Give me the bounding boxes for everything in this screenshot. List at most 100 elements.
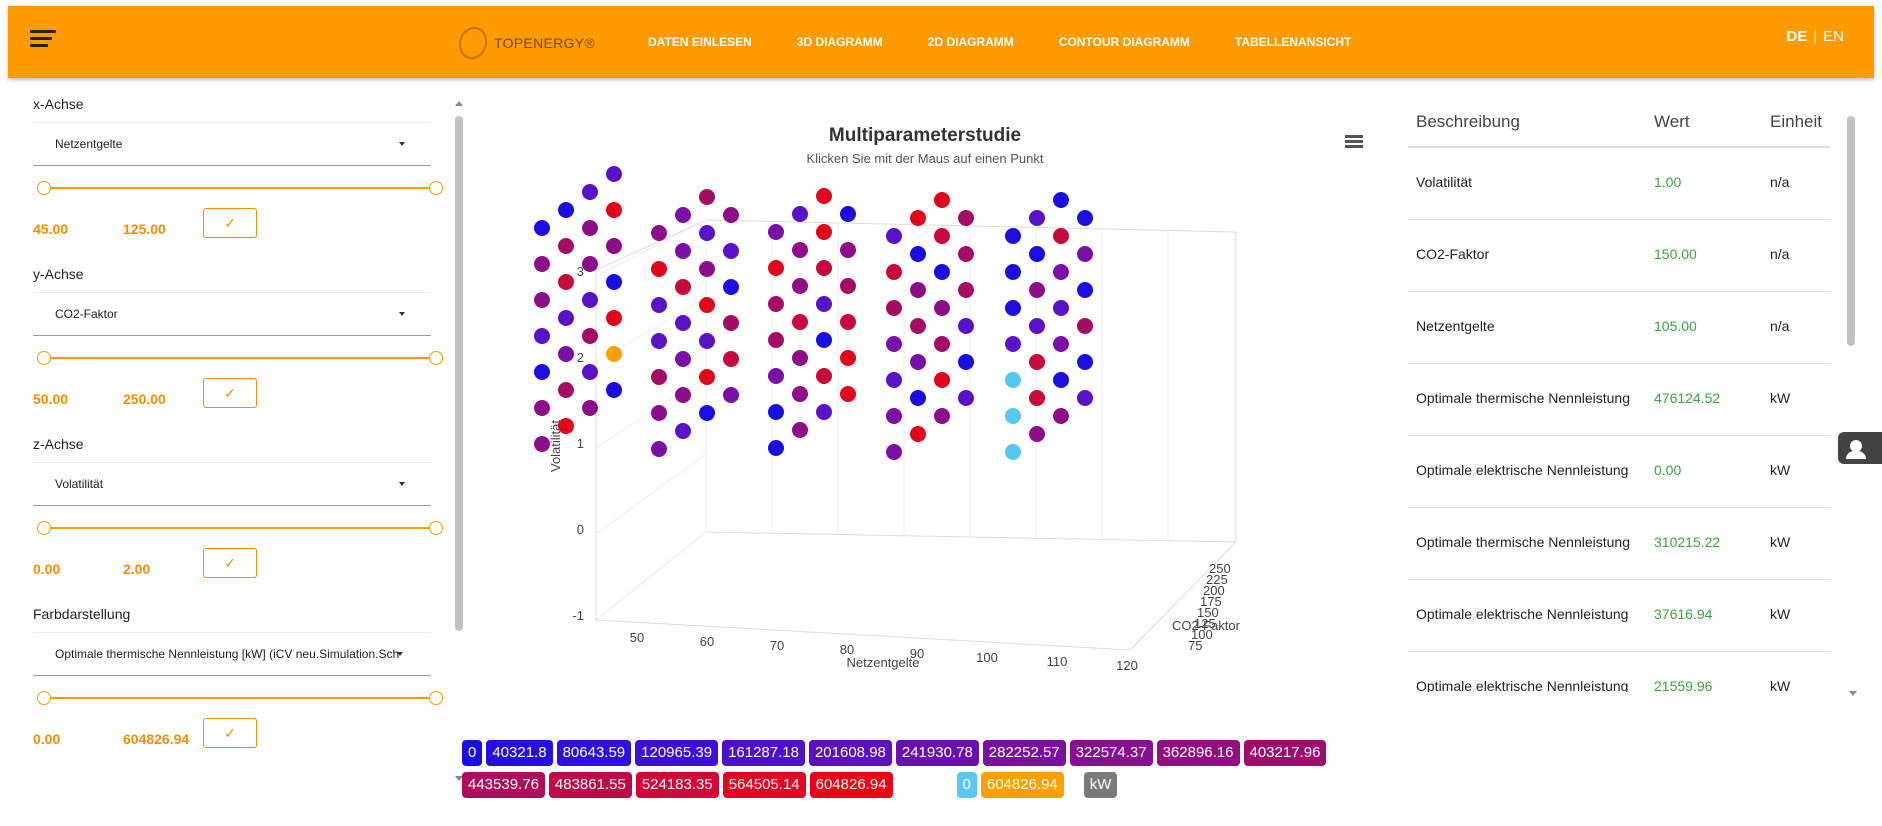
- y-axis-range-slider[interactable]: [37, 351, 443, 365]
- data-point[interactable]: [886, 372, 902, 388]
- data-point[interactable]: [699, 405, 715, 421]
- legend-unit-chip[interactable]: kW: [1083, 772, 1118, 798]
- data-point[interactable]: [886, 444, 902, 460]
- data-point[interactable]: [606, 202, 622, 218]
- data-point[interactable]: [840, 206, 856, 222]
- nav-2d-diagramm[interactable]: 2D DIAGRAMM: [927, 35, 1014, 49]
- data-point[interactable]: [792, 350, 808, 366]
- data-point[interactable]: [651, 225, 667, 241]
- nav-tabellenansicht[interactable]: TABELLENANSICHT: [1234, 35, 1352, 49]
- data-point[interactable]: [651, 441, 667, 457]
- data-point[interactable]: [792, 314, 808, 330]
- data-point[interactable]: [768, 440, 784, 456]
- legend-chip[interactable]: 80643.59: [556, 740, 632, 766]
- data-point[interactable]: [675, 351, 691, 367]
- data-point[interactable]: [675, 243, 691, 259]
- data-point[interactable]: [934, 336, 950, 352]
- data-point[interactable]: [606, 346, 622, 362]
- data-point[interactable]: [934, 372, 950, 388]
- data-point[interactable]: [934, 192, 950, 208]
- data-point[interactable]: [886, 300, 902, 316]
- data-point[interactable]: [886, 228, 902, 244]
- slider-min-handle[interactable]: [37, 351, 51, 365]
- legend-chip[interactable]: 403217.96: [1243, 740, 1327, 766]
- scrollbar-thumb[interactable]: [1847, 116, 1855, 346]
- data-point[interactable]: [1005, 228, 1021, 244]
- data-point[interactable]: [534, 256, 550, 272]
- data-point[interactable]: [886, 408, 902, 424]
- data-point[interactable]: [1053, 408, 1069, 424]
- legend-chip[interactable]: 0: [462, 740, 483, 766]
- y-apply-button[interactable]: ✓: [203, 378, 257, 408]
- data-point[interactable]: [1005, 372, 1021, 388]
- data-point[interactable]: [768, 296, 784, 312]
- data-point[interactable]: [1077, 282, 1093, 298]
- hamburger-menu-icon[interactable]: [30, 28, 56, 48]
- data-point[interactable]: [675, 387, 691, 403]
- data-point[interactable]: [1053, 228, 1069, 244]
- data-point[interactable]: [723, 351, 739, 367]
- data-point[interactable]: [816, 224, 832, 240]
- data-point[interactable]: [958, 390, 974, 406]
- legend-chip[interactable]: 40321.8: [486, 740, 553, 766]
- slider-max-handle[interactable]: [429, 181, 443, 195]
- data-point[interactable]: [534, 436, 550, 452]
- data-point[interactable]: [910, 210, 926, 226]
- nav-contour-diagramm[interactable]: CONTOUR DIAGRAMM: [1058, 35, 1190, 49]
- data-point[interactable]: [768, 332, 784, 348]
- data-point[interactable]: [792, 278, 808, 294]
- data-point[interactable]: [816, 332, 832, 348]
- data-point[interactable]: [1005, 444, 1021, 460]
- data-point[interactable]: [582, 364, 598, 380]
- data-point[interactable]: [910, 246, 926, 262]
- data-point[interactable]: [558, 238, 574, 254]
- data-point[interactable]: [582, 220, 598, 236]
- data-point[interactable]: [816, 188, 832, 204]
- data-point[interactable]: [723, 387, 739, 403]
- data-points[interactable]: [534, 166, 1093, 460]
- right-scrollbar[interactable]: [1844, 110, 1858, 696]
- data-point[interactable]: [1053, 264, 1069, 280]
- data-point[interactable]: [840, 386, 856, 402]
- data-point[interactable]: [1029, 210, 1045, 226]
- z-axis-select[interactable]: Volatilität: [33, 462, 431, 506]
- slider-max-handle[interactable]: [429, 521, 443, 535]
- x-apply-button[interactable]: ✓: [203, 208, 257, 238]
- data-point[interactable]: [792, 242, 808, 258]
- lang-de[interactable]: DE: [1786, 28, 1808, 45]
- data-point[interactable]: [1077, 318, 1093, 334]
- data-point[interactable]: [958, 282, 974, 298]
- color-range-slider[interactable]: [37, 691, 443, 705]
- data-point[interactable]: [699, 333, 715, 349]
- feedback-button[interactable]: [1838, 432, 1882, 464]
- data-point[interactable]: [886, 264, 902, 280]
- data-point[interactable]: [840, 314, 856, 330]
- data-point[interactable]: [768, 368, 784, 384]
- y-axis-select[interactable]: CO2-Faktor: [33, 292, 431, 336]
- data-point[interactable]: [840, 350, 856, 366]
- data-point[interactable]: [1077, 390, 1093, 406]
- data-point[interactable]: [606, 166, 622, 182]
- x-axis-select[interactable]: Netzentgelte: [33, 122, 431, 166]
- scroll-down-icon[interactable]: [1849, 691, 1857, 696]
- data-point[interactable]: [768, 404, 784, 420]
- data-point[interactable]: [1053, 372, 1069, 388]
- data-point[interactable]: [651, 369, 667, 385]
- data-point[interactable]: [1005, 300, 1021, 316]
- legend-chip[interactable]: 120965.39: [635, 740, 719, 766]
- data-point[interactable]: [1053, 336, 1069, 352]
- data-point[interactable]: [699, 369, 715, 385]
- scatter-3d-plot[interactable]: 50 60 70 80 90 100 110 120-10123751001251501752…: [534, 166, 1260, 680]
- legend-chip[interactable]: 241930.78: [895, 740, 979, 766]
- data-point[interactable]: [840, 242, 856, 258]
- data-point[interactable]: [558, 418, 574, 434]
- data-point[interactable]: [651, 261, 667, 277]
- data-point[interactable]: [958, 354, 974, 370]
- data-point[interactable]: [558, 382, 574, 398]
- slider-min-handle[interactable]: [37, 691, 51, 705]
- data-point[interactable]: [582, 328, 598, 344]
- data-point[interactable]: [723, 207, 739, 223]
- data-point[interactable]: [534, 364, 550, 380]
- data-point[interactable]: [699, 297, 715, 313]
- data-point[interactable]: [910, 390, 926, 406]
